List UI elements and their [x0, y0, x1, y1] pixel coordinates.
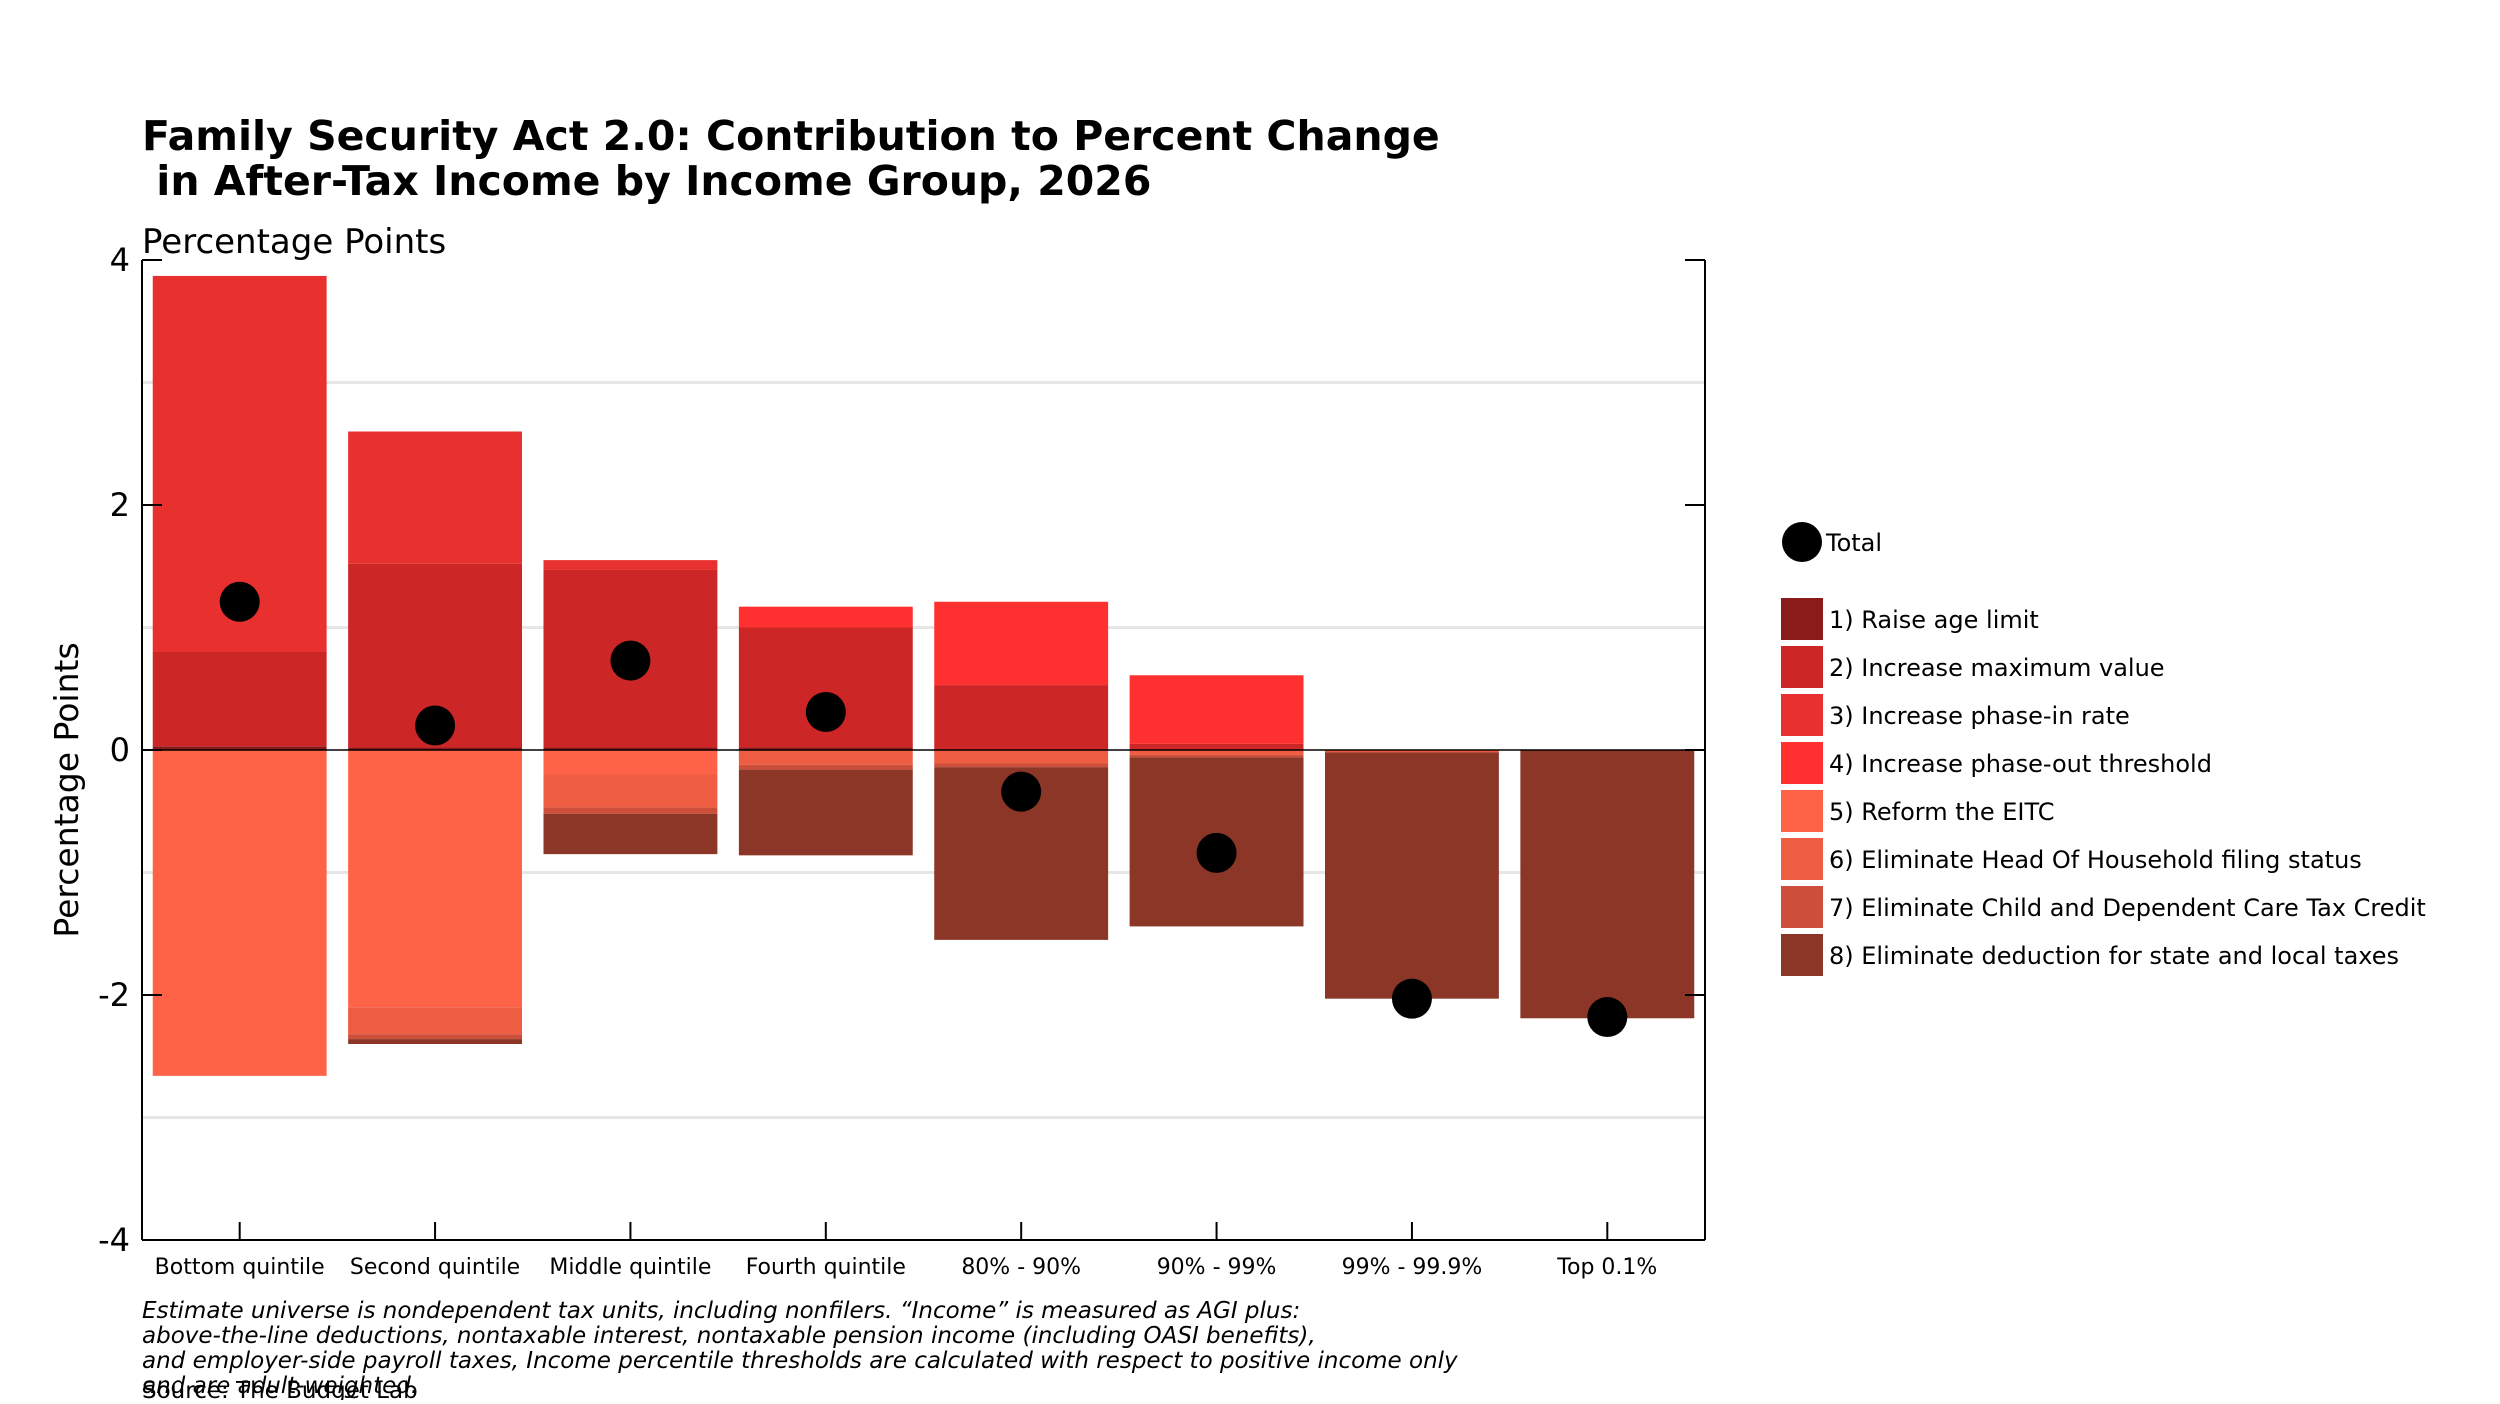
- bar-segment: [934, 750, 1109, 764]
- footnote-line: and employer-side payroll taxes, Income …: [142, 1348, 1458, 1374]
- bar-segment: [348, 1039, 523, 1044]
- total-point: [219, 581, 260, 622]
- footnote-line: Estimate universe is nondependent tax un…: [142, 1298, 1300, 1324]
- x-tick-label: 99% - 99.9%: [1342, 1255, 1483, 1280]
- footnote: Estimate universe is nondependent tax un…: [142, 1298, 1458, 1399]
- total-point: [1587, 997, 1628, 1038]
- bar-segment: [348, 431, 523, 564]
- x-tick-label: Fourth quintile: [746, 1255, 906, 1280]
- legend-label: 1) Raise age limit: [1829, 606, 2039, 634]
- x-tick-label: Middle quintile: [549, 1255, 711, 1280]
- bars: [152, 275, 1695, 1076]
- bar-segment: [1129, 754, 1304, 758]
- x-tick-label: Second quintile: [350, 1255, 520, 1280]
- bar-segment: [348, 1034, 523, 1040]
- total-point: [610, 640, 651, 681]
- bar-segment: [543, 813, 718, 855]
- legend-swatch: [1781, 934, 1823, 976]
- source-note: Source: The Budget Lab: [142, 1378, 418, 1400]
- legend-label: 5) Reform the EITC: [1829, 798, 2054, 826]
- bar-segment: [738, 750, 913, 765]
- bar-segment: [738, 747, 913, 750]
- legend-swatch: [1781, 646, 1823, 688]
- x-tick-label: 80% - 90%: [961, 1255, 1081, 1280]
- legend-swatch: [1781, 742, 1823, 784]
- legend-label: 3) Increase phase-in rate: [1829, 702, 2130, 730]
- legend-swatch: [1781, 838, 1823, 880]
- bar-segment: [738, 764, 913, 770]
- legend: Total 1) Raise age limit 2) Increase maxim…: [1781, 522, 2426, 976]
- chart-title: Family Security Act 2.0: Contribution to…: [142, 112, 1440, 205]
- x-tick-label: Top 0.1%: [1556, 1255, 1657, 1280]
- legend-swatch: [1781, 694, 1823, 736]
- total-point: [805, 692, 846, 733]
- bar-segment: [738, 769, 913, 856]
- bar-segment: [348, 750, 523, 1008]
- chart-title-line: Family Security Act 2.0: Contribution to…: [142, 112, 1440, 160]
- bar-segment: [1520, 750, 1695, 1019]
- total-point: [1196, 832, 1237, 873]
- chart-subtitle: Percentage Points: [142, 222, 446, 262]
- x-tick-label: Bottom quintile: [155, 1255, 325, 1280]
- y-tick-label: 2: [110, 486, 130, 524]
- legend-swatch: [1781, 886, 1823, 928]
- bar-segment: [1324, 752, 1499, 999]
- legend-total-label: Total: [1825, 529, 1882, 557]
- bar-segment: [348, 1007, 523, 1035]
- total-point: [1001, 771, 1042, 812]
- bar-segment: [152, 750, 327, 1076]
- y-tick-label: 0: [110, 731, 130, 769]
- legend-total-marker: [1782, 522, 1822, 562]
- bar-segment: [738, 606, 913, 628]
- legend-label: 2) Increase maximum value: [1829, 654, 2165, 682]
- legend-swatch: [1781, 790, 1823, 832]
- axes: 4 2 0 -2 -4 Bottom quintile Second quintile Mid…: [98, 241, 1706, 1280]
- bar-segment: [152, 652, 327, 747]
- footnote-line: above-the-line deductions, nontaxable in…: [142, 1323, 1316, 1349]
- bar-segment: [543, 807, 718, 814]
- y-tick-label: 4: [110, 241, 130, 279]
- chart-title-line: in After-Tax Income by Income Group, 202…: [142, 157, 1151, 205]
- y-tick-label: -2: [98, 976, 130, 1014]
- bar-segment: [1129, 743, 1304, 750]
- legend-label: 7) Eliminate Child and Dependent Care Ta…: [1829, 894, 2426, 922]
- bar-segment: [1129, 750, 1304, 755]
- legend-label: 6) Eliminate Head Of Household filing st…: [1829, 846, 2362, 874]
- legend-swatch: [1781, 598, 1823, 640]
- x-tick-label: 90% - 99%: [1157, 1255, 1277, 1280]
- y-tick-label: -4: [98, 1221, 130, 1259]
- bar-segment: [543, 750, 718, 775]
- bar-segment: [1324, 750, 1499, 753]
- total-points: [219, 581, 1628, 1038]
- bar-segment: [934, 601, 1109, 686]
- bar-segment: [152, 746, 327, 750]
- bar-segment: [1129, 675, 1304, 744]
- legend-label: 4) Increase phase-out threshold: [1829, 750, 2212, 778]
- legend-label: 8) Eliminate deduction for state and loc…: [1829, 942, 2399, 970]
- total-point: [415, 705, 456, 746]
- bar-segment: [348, 747, 523, 750]
- footnote-line: and are adult-weighted.: [142, 1373, 418, 1399]
- bar-segment: [934, 763, 1109, 768]
- bar-segment: [543, 774, 718, 808]
- y-axis-label: Percentage Points: [47, 642, 86, 937]
- bar-segment: [934, 685, 1109, 750]
- bar-segment: [543, 560, 718, 570]
- total-point: [1391, 978, 1432, 1019]
- bar-segment: [543, 747, 718, 750]
